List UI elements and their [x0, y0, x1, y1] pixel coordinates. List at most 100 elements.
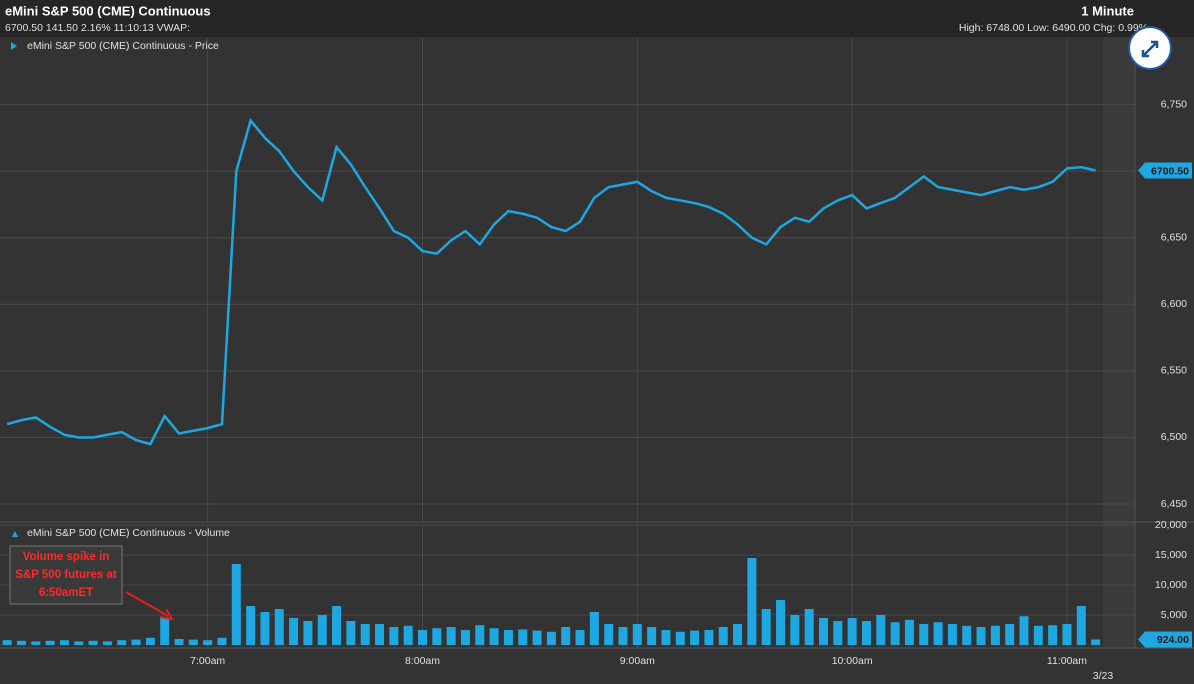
x-tick-label: 9:00am	[620, 655, 655, 667]
volume-bar	[733, 624, 743, 645]
volume-bar	[1019, 616, 1029, 645]
volume-bar	[174, 639, 184, 645]
volume-bar	[203, 640, 213, 645]
volume-bar	[876, 615, 886, 645]
expand-button[interactable]	[1128, 26, 1172, 70]
y-tick-label: 10,000	[1155, 579, 1187, 591]
volume-bar	[131, 639, 141, 645]
volume-bar	[561, 627, 571, 645]
volume-bar	[647, 627, 657, 645]
volume-bar	[890, 622, 900, 645]
volume-bar	[904, 619, 914, 645]
volume-bar	[704, 630, 714, 645]
volume-bar	[1005, 624, 1015, 645]
volume-bar	[246, 606, 256, 645]
volume-bar	[160, 618, 170, 645]
volume-bar	[1048, 625, 1058, 645]
volume-bar	[804, 609, 814, 645]
volume-bar	[117, 640, 127, 645]
volume-bar	[690, 630, 700, 645]
volume-bar	[618, 627, 628, 645]
volume-bar	[489, 628, 499, 645]
legend-icon	[11, 42, 17, 50]
volume-bar	[632, 624, 642, 645]
volume-bar	[460, 630, 470, 645]
last-value-tag	[1138, 162, 1192, 179]
volume-bar	[976, 627, 986, 645]
volume-bar	[432, 628, 442, 645]
volume-bar	[403, 625, 413, 645]
volume-bar	[389, 627, 399, 645]
y-tick-label: 20,000	[1155, 519, 1187, 531]
volume-bar	[776, 600, 786, 645]
volume-bar	[503, 630, 513, 645]
price-line	[6, 117, 1096, 446]
volume-bar	[45, 640, 55, 645]
volume-bar	[360, 624, 370, 645]
volume-bar	[604, 624, 614, 645]
annotation-text: S&P 500 futures at	[15, 569, 117, 581]
volume-bar	[1091, 639, 1101, 645]
volume-bar	[59, 640, 69, 645]
volume-bar	[346, 621, 356, 645]
last-value-label: 6700.50	[1151, 165, 1189, 177]
legend-entry: eMini S&P 500 (CME) Continuous - Price	[27, 40, 219, 52]
volume-bar	[1033, 625, 1043, 645]
volume-bar	[790, 615, 800, 645]
y-tick-label: 6,500	[1161, 431, 1187, 443]
volume-bar	[933, 622, 943, 645]
volume-bar	[274, 609, 284, 645]
volume-bar	[332, 606, 342, 645]
volume-bar	[446, 627, 456, 645]
annotation-text: Volume spike in	[23, 551, 110, 563]
volume-bar	[88, 640, 98, 645]
volume-bar	[289, 618, 299, 645]
y-tick-label: 6,550	[1161, 365, 1187, 377]
x-tick-label: 7:00am	[190, 655, 225, 667]
volume-bar	[819, 618, 829, 645]
marks	[2, 117, 1101, 645]
volume-bar	[947, 624, 957, 645]
annotation-text: 6:50amET	[39, 587, 93, 599]
volume-bar	[475, 625, 485, 645]
y-tick-label: 6,650	[1161, 232, 1187, 244]
volume-bar	[31, 641, 41, 645]
volume-bar	[145, 637, 155, 645]
volume-bar	[417, 630, 427, 645]
annotation-box	[9, 545, 123, 605]
y-tick-label: 5,000	[1161, 609, 1187, 621]
volume-bar	[718, 627, 728, 645]
grid	[0, 38, 1135, 648]
quote: 6700.50 141.50 2.16% 11:10:13 VWAP:	[5, 22, 190, 34]
volume-bar	[575, 630, 585, 645]
y-tick-label: 6,450	[1161, 498, 1187, 510]
last-value-label: 924.00	[1157, 634, 1189, 646]
volume-bar	[1062, 624, 1072, 645]
volume-bar	[375, 624, 385, 645]
date-label: 3/23	[1093, 670, 1114, 682]
volume-bar	[1076, 606, 1086, 645]
expand-icon[interactable]	[1141, 40, 1159, 58]
interval: 1 Minute	[1081, 3, 1134, 18]
volume-bar	[260, 612, 270, 645]
volume-bar	[217, 637, 227, 645]
volume-bar	[962, 625, 972, 645]
title: eMini S&P 500 (CME) Continuous	[5, 3, 211, 18]
last-value-tag	[1138, 631, 1192, 648]
annotation-arrow	[125, 591, 174, 621]
volume-bar	[747, 558, 757, 645]
legend-entry: eMini S&P 500 (CME) Continuous - Volume	[27, 527, 230, 539]
legend-icon	[12, 531, 18, 537]
volume-bar	[74, 641, 84, 645]
volume-bar	[188, 639, 198, 645]
volume-bar	[317, 615, 327, 645]
volume-bar	[847, 618, 857, 645]
x-tick-label: 10:00am	[832, 655, 873, 667]
volume-bar	[675, 631, 685, 645]
volume-bar	[661, 630, 671, 645]
y-tick-label: 15,000	[1155, 549, 1187, 561]
header-bar	[0, 0, 1194, 37]
volume-bar	[919, 624, 929, 645]
